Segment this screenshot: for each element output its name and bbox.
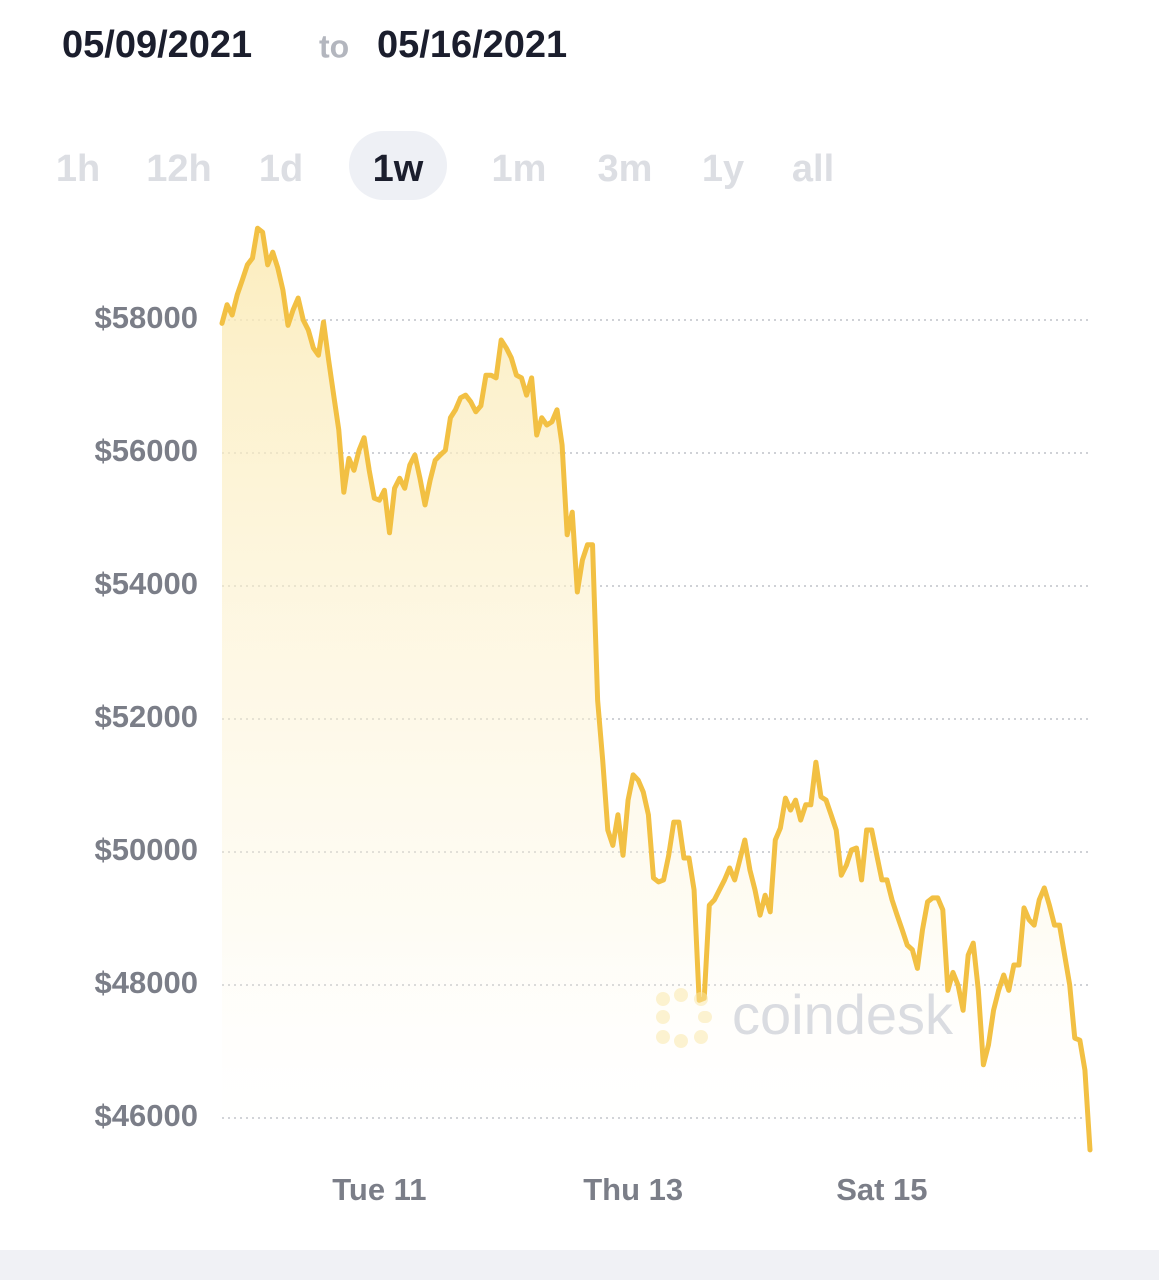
range-button[interactable]: all bbox=[792, 148, 834, 190]
x-tick-label: Thu 13 bbox=[583, 1172, 683, 1207]
watermark-text: coindesk bbox=[732, 983, 954, 1046]
y-tick-label: $50000 bbox=[95, 832, 198, 867]
y-tick-label: $46000 bbox=[95, 1098, 198, 1133]
area bbox=[222, 228, 1090, 1158]
y-tick-label: $52000 bbox=[95, 699, 198, 734]
range-button[interactable]: 1w bbox=[373, 148, 424, 190]
y-tick-label: $58000 bbox=[95, 300, 198, 335]
x-tick-label: Tue 11 bbox=[332, 1172, 426, 1207]
range-buttons: 1h 12h 1d 1w 1m 3m 1y all bbox=[56, 131, 834, 200]
range-button[interactable]: 12h bbox=[146, 148, 211, 190]
range-button[interactable]: 3m bbox=[598, 148, 653, 190]
line bbox=[219, 225, 1093, 1153]
y-tick-label: $56000 bbox=[95, 433, 198, 468]
range-button[interactable]: 1m bbox=[492, 148, 547, 190]
range-button[interactable]: 1d bbox=[259, 148, 303, 190]
to-label: to bbox=[319, 28, 349, 64]
range-button[interactable]: 1h bbox=[56, 148, 100, 190]
active-pill bbox=[349, 131, 447, 200]
y-tick-label: $48000 bbox=[95, 965, 198, 1000]
plot: $46000 $48000 $50000 $52000 $54000 $56000 $580… bbox=[95, 225, 1093, 1207]
watermark-icon bbox=[656, 988, 712, 1048]
header: 05/09/2021 to 05/16/2021 bbox=[62, 24, 567, 66]
y-tick-label: $54000 bbox=[95, 566, 198, 601]
bottom-bar bbox=[0, 1250, 1159, 1280]
x-tick-label: Sat 15 bbox=[836, 1172, 927, 1207]
end-date: 05/16/2021 bbox=[377, 24, 567, 66]
start-date: 05/09/2021 bbox=[62, 24, 252, 66]
range-button[interactable]: 1y bbox=[702, 148, 744, 190]
watermark: coindesk bbox=[656, 983, 954, 1048]
